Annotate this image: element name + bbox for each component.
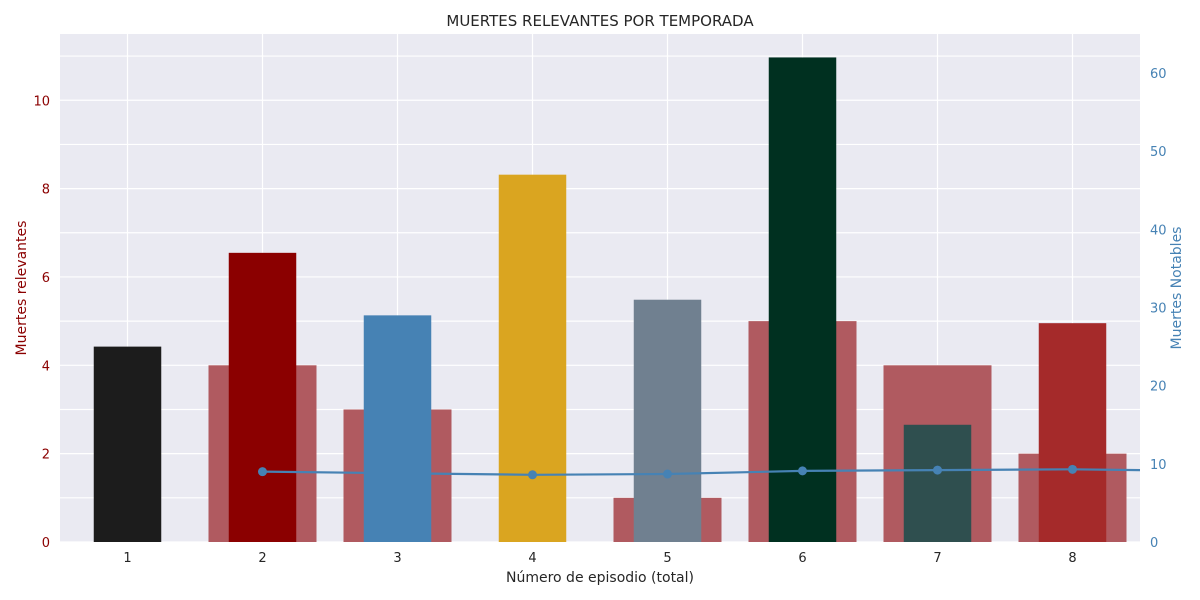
- left-tick-label-4: 4: [42, 359, 50, 374]
- left-tick-label-10: 10: [33, 94, 50, 109]
- line-point-5: [663, 469, 672, 479]
- bar-7: [903, 424, 972, 542]
- line-point-6: [798, 466, 807, 476]
- left-tick-label-0: 0: [42, 536, 50, 551]
- line-point-8: [1068, 464, 1077, 474]
- x-tick-label-3: 3: [393, 551, 401, 566]
- left-tick-label-8: 8: [42, 183, 50, 198]
- left-axis-label: Muertes relevantes: [14, 221, 30, 356]
- chart-title: MUERTES RELEVANTES POR TEMPORADA: [446, 12, 754, 30]
- line-series: [258, 464, 1141, 480]
- line-point-7: [933, 465, 942, 475]
- bar-1: [93, 346, 162, 542]
- x-tick-label-1: 1: [123, 551, 131, 566]
- right-tick-label-20: 20: [1150, 380, 1167, 395]
- x-tick-label-2: 2: [258, 551, 266, 566]
- right-axis-ticks: 0 10 20 30 40 50 60: [1150, 67, 1167, 551]
- x-tick-label-5: 5: [663, 551, 671, 566]
- bar-5: [633, 299, 702, 542]
- line-point-4: [528, 470, 537, 480]
- bar-2: [228, 252, 297, 543]
- x-axis-label: Número de episodio (total): [506, 570, 694, 586]
- right-tick-label-40: 40: [1150, 223, 1167, 238]
- bar-4: [498, 174, 567, 542]
- right-tick-label-10: 10: [1150, 458, 1167, 473]
- bar-6: [768, 57, 837, 542]
- left-tick-label-2: 2: [42, 448, 50, 463]
- left-tick-label-6: 6: [42, 271, 50, 286]
- bar-8: [1038, 323, 1107, 542]
- left-axis-ticks: 0 2 4 6 8 10: [33, 94, 50, 551]
- bar-3: [363, 315, 432, 542]
- x-tick-label-6: 6: [798, 551, 806, 566]
- line-point-2: [258, 467, 267, 477]
- x-tick-label-8: 8: [1068, 551, 1076, 566]
- x-tick-label-7: 7: [933, 551, 941, 566]
- line-path: [262, 468, 1141, 476]
- right-axis-label: Muertes Notables: [1169, 227, 1185, 350]
- right-tick-label-30: 30: [1150, 302, 1167, 317]
- x-axis-ticks: 1 2 3 4 5 6 7 8: [123, 551, 1076, 566]
- bar-series: [93, 57, 1107, 543]
- right-tick-label-50: 50: [1150, 145, 1167, 160]
- right-tick-label-60: 60: [1150, 67, 1167, 82]
- x-tick-label-4: 4: [528, 551, 536, 566]
- right-tick-label-0: 0: [1150, 536, 1158, 551]
